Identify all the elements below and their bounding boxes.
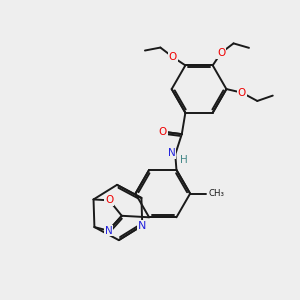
Text: O: O [169, 52, 177, 62]
Text: N: N [104, 226, 112, 236]
Text: O: O [238, 88, 246, 98]
Text: N: N [168, 148, 176, 158]
Text: O: O [105, 195, 113, 205]
Text: N: N [138, 220, 146, 230]
Text: H: H [180, 155, 188, 165]
Text: O: O [217, 48, 225, 58]
Text: CH₃: CH₃ [209, 188, 225, 197]
Text: O: O [159, 127, 167, 137]
